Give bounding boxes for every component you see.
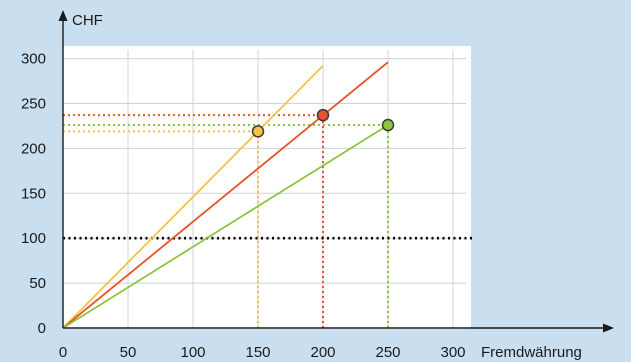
x-tick-label: 300 [440, 344, 465, 361]
y-tick-label: 300 [21, 51, 46, 68]
y-axis-title: CHF [72, 12, 103, 29]
y-tick-labels: 0 50 100 150 200 250 300 [21, 51, 46, 337]
series-marker [316, 108, 330, 122]
series-marker [251, 125, 265, 138]
y-tick-label: 0 [38, 320, 46, 337]
series-line [62, 124, 389, 329]
series-marker [381, 118, 395, 132]
y-tick-label: 150 [21, 185, 46, 202]
guide-lines [63, 114, 389, 328]
y-tick-label: 250 [21, 96, 46, 113]
x-tick-label: 100 [180, 344, 205, 361]
y-tick-label: 100 [21, 230, 46, 247]
y-tick-label: 200 [21, 140, 46, 157]
axes [58, 10, 614, 333]
y-tick-label: 50 [29, 275, 46, 292]
plot-background [63, 46, 471, 329]
x-tick-label: 200 [310, 344, 335, 361]
series-lines [62, 61, 389, 329]
x-axis-arrow [603, 323, 614, 333]
x-tick-label: 150 [245, 344, 270, 361]
x-tick-labels: 0 50 100 150 200 250 300 [59, 344, 466, 361]
x-tick-label: 250 [375, 344, 400, 361]
x-tick-label: 0 [59, 344, 67, 361]
y-axis-arrow [58, 10, 68, 21]
x-axis-title: Fremdwährung [481, 344, 582, 361]
series-markers [251, 108, 395, 138]
x-tick-label: 50 [120, 344, 137, 361]
series-line [62, 61, 389, 329]
series-line [62, 65, 324, 329]
